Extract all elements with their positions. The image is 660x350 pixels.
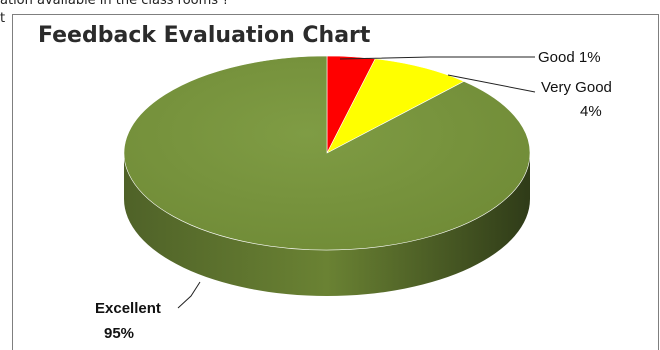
very-good-value: 4%: [580, 103, 602, 120]
good-leader-line: [339, 56, 535, 60]
good-label: Good 1%: [538, 49, 601, 66]
document-margin-letter: t: [0, 11, 6, 26]
document-question-text: ation available in the class rooms ?: [0, 0, 230, 8]
excellent-value: 95%: [104, 325, 134, 342]
pie-slice-excellent: [123, 55, 531, 251]
pie-side-band: [124, 153, 530, 296]
excellent-label: Excellent: [95, 300, 161, 317]
chart-title: Feedback Evaluation Chart: [38, 23, 371, 48]
very-good-leader-line: [447, 74, 536, 93]
very-good-label: Very Good: [541, 79, 612, 96]
excellent-leader-line: [177, 281, 201, 309]
pie-slice-very-good: [326, 58, 465, 154]
